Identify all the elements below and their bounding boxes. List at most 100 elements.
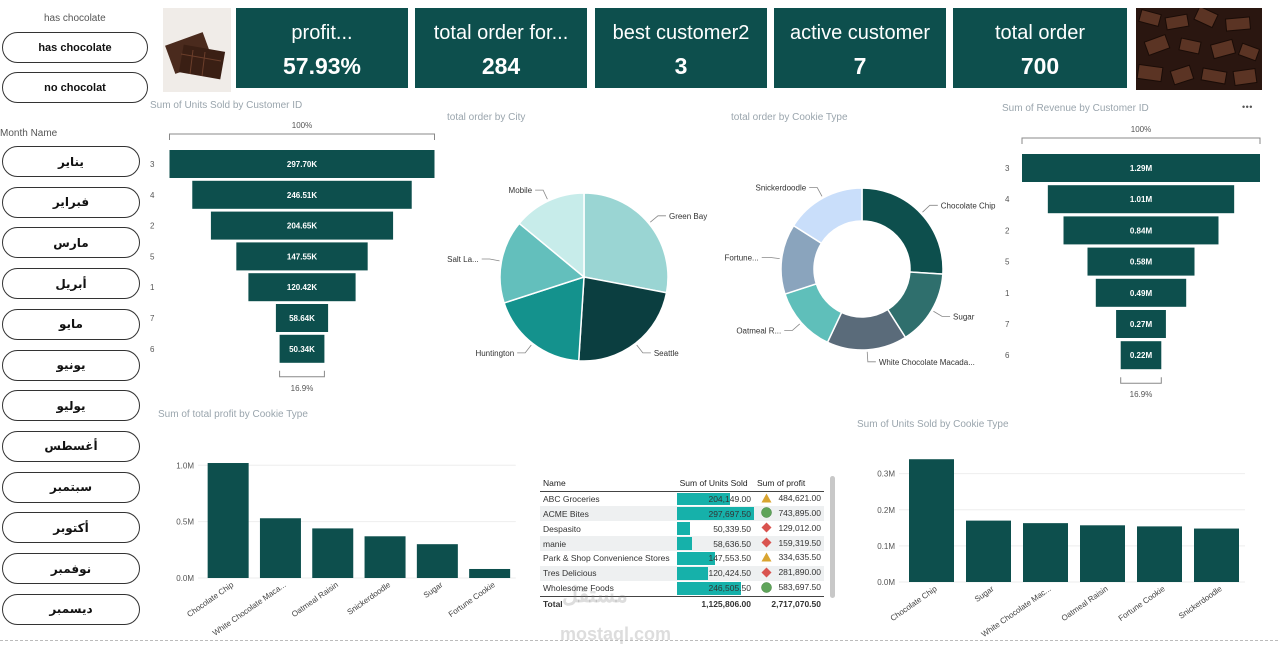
funnel-bar-2	[1063, 216, 1219, 245]
funnel-units-title: Sum of Units Sold by Customer ID	[150, 100, 303, 111]
month-option-11[interactable]: نوفمبر	[2, 553, 140, 584]
bar-5	[469, 568, 511, 578]
funnel-category-label: 1	[150, 283, 155, 292]
col-profit[interactable]: Sum of profit	[754, 476, 824, 492]
units-data-bar	[676, 522, 690, 535]
card-total-order[interactable]: total order 700	[953, 8, 1127, 88]
watermark-arabic: مستقل	[562, 582, 628, 607]
table-row[interactable]: Tres Delicious 120,424.50 281,890.00	[540, 565, 824, 581]
table-total-row: Total 1,125,806.00 2,717,070.50	[540, 595, 824, 611]
funnel-bar-5	[236, 242, 368, 271]
row-name: ABC Groceries	[543, 493, 600, 504]
table-scrollbar[interactable]	[830, 476, 835, 598]
card-total-order-for[interactable]: total order for... 284	[415, 8, 587, 88]
month-option-2[interactable]: فبراير	[2, 186, 140, 218]
slice-label: Oatmeal R...	[736, 327, 781, 336]
funnel-bar-7	[1116, 310, 1166, 338]
total-units: 1,125,806.00	[676, 595, 755, 611]
slice-label: Green Bay	[669, 212, 707, 221]
funnel-category-label: 4	[1005, 195, 1010, 204]
y-tick-label: 1.0M	[176, 461, 194, 470]
slice-leader-3	[784, 323, 801, 331]
has-chocolate-option[interactable]: has chocolate	[2, 32, 148, 63]
bar-1	[259, 518, 301, 578]
funnel-category-label: 6	[1005, 351, 1010, 360]
month-option-9[interactable]: سبتمبر	[2, 471, 140, 503]
funnel-category-label: 7	[1005, 320, 1010, 329]
month-option-1[interactable]: يناير	[2, 146, 140, 177]
col-name[interactable]: Name	[540, 476, 677, 492]
slice-leader-4	[761, 256, 780, 259]
donut-cookie-chart: Chocolate Chip Sugar White Chocolate Macad…	[725, 184, 996, 367]
x-tick-label: Fortune Cookie	[1117, 584, 1167, 623]
table-row[interactable]: Despasito 50,339.50 129,012.00	[540, 521, 824, 536]
table-row[interactable]: ABC Groceries 204,149.00 484,621.00	[540, 491, 824, 506]
no-chocolate-option[interactable]: no chocolat	[2, 72, 148, 103]
y-tick-label: 0.3M	[877, 470, 895, 479]
units-data-bar	[676, 492, 730, 505]
month-option-7[interactable]: يوليو	[2, 390, 140, 422]
card-profit[interactable]: profit... 57.93%	[236, 8, 408, 88]
funnel-category-label: 4	[150, 191, 155, 200]
funnel-bar-label: 246.51K	[287, 191, 317, 200]
slice-5	[792, 187, 863, 245]
bar-2	[312, 528, 354, 578]
slice-label: White Chocolate Macada...	[879, 358, 975, 367]
month-option-3[interactable]: مارس	[2, 227, 140, 259]
funnel-bar-label: 0.27M	[1130, 320, 1153, 329]
table-row[interactable]: Wholesome Foods 246,505.50 583,697.50	[540, 581, 824, 597]
row-profit-value: 281,890.00	[778, 567, 821, 577]
row-profit: 583,697.50	[754, 581, 824, 597]
row-name: ACME Bites	[540, 506, 677, 521]
units-data-bar	[676, 581, 741, 595]
month-option-6[interactable]: يونيو	[2, 349, 140, 381]
slice-label: Snickerdoodle	[755, 184, 806, 193]
funnel-bar-6	[1120, 341, 1162, 370]
customer-table: Name Sum of Units Sold Sum of profit ABC…	[540, 476, 824, 611]
funnel-bottom-pct: 16.9%	[291, 384, 314, 393]
status-triangle-icon	[761, 493, 772, 503]
month-option-4[interactable]: أبريل	[2, 268, 140, 300]
card-active-customer[interactable]: active customer 7	[774, 8, 946, 88]
table-row[interactable]: Park & Shop Convenience Stores 147,553.50…	[540, 551, 824, 566]
funnel-bar-label: 0.49M	[1130, 289, 1153, 298]
month-option-10[interactable]: أكتوبر	[2, 512, 140, 544]
x-tick-label: Sugar	[973, 584, 996, 604]
row-profit: 129,012.00	[754, 521, 824, 536]
card-total-order-value: 700	[1020, 53, 1060, 79]
table-row[interactable]: ACME Bites 297,697.50 743,895.00	[540, 506, 824, 521]
row-profit-value: 334,635.50	[778, 552, 821, 563]
month-option-8[interactable]: أغسطس	[2, 430, 140, 462]
row-profit-value: 583,697.50	[778, 582, 821, 592]
status-circle-icon	[761, 581, 773, 593]
y-tick-label: 0.2M	[877, 506, 895, 515]
slice-leader-3	[481, 258, 500, 262]
bar-3	[1080, 525, 1125, 582]
more-options-icon[interactable]: • • •	[1242, 102, 1253, 112]
month-option-5[interactable]: مايو	[2, 308, 140, 340]
table-row[interactable]: manie 58,636.50 159,319.50	[540, 536, 824, 551]
funnel-bar-label: 58.64K	[289, 314, 315, 323]
funnel-bar-label: 204.65K	[287, 222, 317, 231]
month-option-12[interactable]: ديسمبر	[2, 593, 140, 625]
row-units-value: 120,424.50	[708, 568, 752, 578]
slice-3	[499, 222, 586, 304]
row-units-value: 147,553.50	[708, 553, 752, 564]
funnel-category-label: 7	[150, 314, 155, 323]
card-best-customer-value: 3	[674, 53, 688, 79]
slice-2	[503, 275, 585, 362]
card-best-customer-title: best customer2	[612, 22, 750, 44]
row-profit-value: 743,895.00	[778, 507, 821, 518]
x-tick-label: Snickerdoodle	[346, 580, 393, 617]
row-units: 297,697.50	[676, 506, 755, 521]
bar-1	[966, 520, 1011, 582]
card-total-order-for-title: total order for...	[433, 22, 569, 44]
card-best-customer[interactable]: best customer2 3	[595, 8, 767, 88]
row-name: Tres Delicious	[540, 565, 677, 581]
row-units-value: 297,697.50	[708, 508, 752, 519]
row-units: 50,339.50	[676, 521, 754, 536]
slice-label: Mobile	[509, 186, 533, 195]
col-units[interactable]: Sum of Units Sold	[676, 476, 755, 492]
